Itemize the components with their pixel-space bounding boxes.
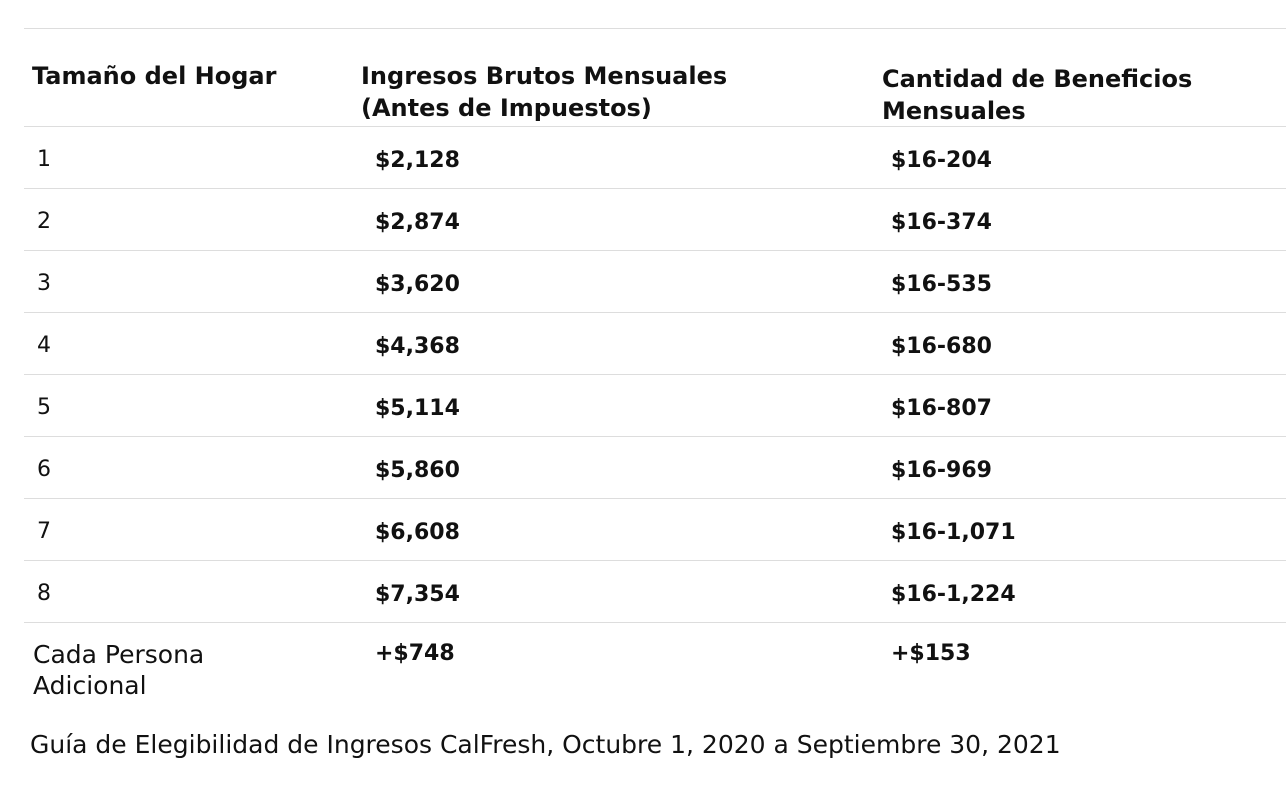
table-row-additional-person: Cada Persona Adicional +$748 +$153 [24,623,1286,703]
household-size-cell: 2 [37,209,51,234]
table-header-row: Tamaño del Hogar Ingresos Brutos Mensual… [24,29,1286,127]
benefit-cell: $16-969 [891,458,992,483]
table-row: 7 $6,608 $16-1,071 [24,499,1286,561]
benefit-cell: $16-204 [891,148,992,173]
income-cell: $7,354 [375,582,460,607]
benefit-cell: $16-680 [891,334,992,359]
table-row: 5 $5,114 $16-807 [24,375,1286,437]
table-caption: Guía de Elegibilidad de Ingresos CalFres… [30,730,1061,759]
benefit-cell: $16-807 [891,396,992,421]
household-size-cell: Cada Persona Adicional [33,640,205,700]
benefit-cell: $16-1,224 [891,582,1016,607]
income-cell: $5,114 [375,396,460,421]
income-cell: +$748 [375,641,455,666]
household-size-cell: 4 [37,333,51,358]
benefit-cell: $16-374 [891,210,992,235]
table-row: 6 $5,860 $16-969 [24,437,1286,499]
income-cell: $3,620 [375,272,460,297]
benefit-cell: $16-535 [891,272,992,297]
table-row: 8 $7,354 $16-1,224 [24,561,1286,623]
header-household-size: Tamaño del Hogar [32,62,277,90]
income-cell: $2,128 [375,148,460,173]
eligibility-table: Tamaño del Hogar Ingresos Brutos Mensual… [24,28,1286,703]
household-size-cell: 1 [37,147,51,172]
table-row: 1 $2,128 $16-204 [24,127,1286,189]
benefit-cell: +$153 [891,641,971,666]
household-size-cell: 7 [37,519,51,544]
household-size-cell: 5 [37,395,51,420]
household-size-cell: 3 [37,271,51,296]
income-cell: $2,874 [375,210,460,235]
household-size-cell: 6 [37,457,51,482]
income-cell: $6,608 [375,520,460,545]
header-gross-monthly-income: Ingresos Brutos Mensuales (Antes de Impu… [361,62,728,122]
income-cell: $5,860 [375,458,460,483]
table-row: 4 $4,368 $16-680 [24,313,1286,375]
header-monthly-benefit-amount: Cantidad de Beneficios Mensuales [882,65,1193,125]
income-cell: $4,368 [375,334,460,359]
benefit-cell: $16-1,071 [891,520,1016,545]
table-row: 2 $2,874 $16-374 [24,189,1286,251]
table-top-divider [24,28,1286,29]
household-size-cell: 8 [37,581,51,606]
table-row: 3 $3,620 $16-535 [24,251,1286,313]
